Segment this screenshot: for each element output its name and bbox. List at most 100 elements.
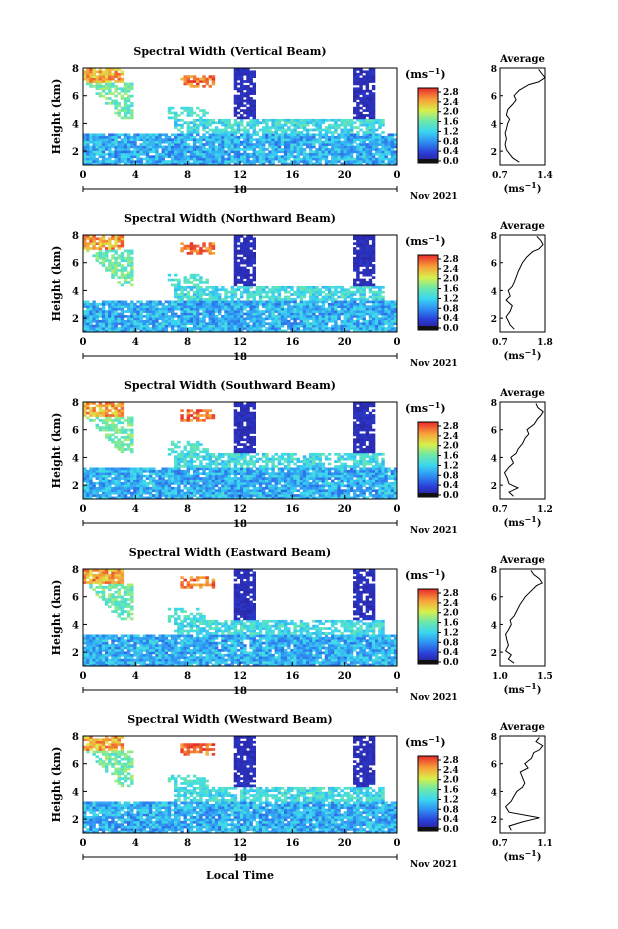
heatmap-cell	[277, 128, 282, 132]
heatmap-cell	[246, 288, 250, 292]
heatmap-cell	[189, 84, 194, 88]
heatmap-cell	[249, 75, 253, 78]
heatmap-cell	[227, 290, 231, 294]
heatmap-cell	[290, 322, 294, 326]
heatmap-cell	[271, 150, 275, 154]
heatmap-cell	[205, 322, 209, 326]
heatmap-cell	[108, 72, 112, 76]
heatmap-cell	[309, 135, 313, 139]
heatmap-cell	[293, 329, 297, 333]
heatmap-cell	[261, 155, 266, 159]
heatmap-cell	[114, 104, 118, 108]
heatmap-cell	[101, 474, 106, 478]
heatmap-cell	[246, 148, 250, 151]
heatmap-cell	[192, 298, 197, 301]
heatmap-cell	[362, 133, 366, 137]
heatmap-cell	[95, 404, 99, 408]
heatmap-cell	[356, 273, 360, 277]
heatmap-cell	[243, 237, 247, 241]
heatmap-cell	[283, 118, 288, 122]
heatmap-cell	[133, 319, 137, 323]
heatmap-cell	[246, 106, 250, 110]
heatmap-cell	[98, 418, 103, 422]
heatmap-cell	[117, 418, 121, 422]
colorbar-tick-label: 2.0	[443, 108, 459, 118]
heatmap-cell	[293, 307, 297, 311]
heatmap-cell	[126, 162, 131, 166]
heatmap-cell	[327, 160, 332, 163]
heatmap-cell	[120, 302, 125, 306]
heatmap-cell	[205, 312, 209, 316]
heatmap-cell	[315, 329, 319, 333]
heatmap-cell	[277, 293, 282, 296]
heatmap-cell	[252, 242, 256, 245]
heatmap-cell	[255, 155, 260, 159]
heatmap-cell	[108, 416, 112, 420]
colorbar-tick-label: 2.0	[443, 275, 459, 285]
heatmap-cell	[101, 138, 106, 142]
heatmap-cell	[180, 138, 184, 142]
heatmap-cell	[108, 77, 112, 81]
heatmap-cell	[224, 138, 228, 142]
heatmap-cell	[353, 148, 357, 151]
heatmap-cell	[356, 92, 360, 95]
heatmap-cell	[86, 80, 90, 83]
heatmap-cell	[211, 293, 216, 296]
heatmap-cell	[252, 298, 256, 301]
heatmap-cell	[186, 418, 191, 422]
heatmap-cell	[387, 302, 392, 306]
heatmap-cell	[155, 152, 159, 156]
heatmap-cell	[177, 300, 181, 304]
heatmap-cell	[189, 298, 194, 301]
heatmap-cell	[381, 302, 385, 306]
heatmap-cell	[158, 327, 162, 330]
heatmap-cell	[243, 251, 247, 255]
heatmap-cell	[368, 126, 373, 129]
heatmap-cell	[290, 138, 294, 142]
heatmap-cell	[189, 448, 194, 451]
heatmap-cell	[299, 118, 304, 122]
heatmap-cell	[296, 148, 300, 151]
heatmap-cell	[218, 452, 222, 456]
heatmap-cell	[123, 111, 128, 115]
heatmap-cell	[280, 155, 285, 159]
heatmap-cell	[359, 249, 363, 253]
heatmap-cell	[101, 72, 106, 76]
heatmap-cell	[111, 317, 115, 321]
heatmap-cell	[287, 290, 291, 294]
heatmap-cell	[312, 327, 316, 330]
heatmap-cell	[365, 305, 370, 309]
heatmap-cell	[224, 131, 228, 134]
heatmap-cell	[218, 496, 222, 500]
heatmap-cell	[205, 496, 209, 500]
heatmap-cell	[255, 315, 260, 318]
heatmap-cell	[340, 128, 344, 132]
heatmap-cell	[95, 254, 99, 258]
heatmap-cell	[375, 121, 379, 125]
heatmap-cell	[183, 143, 187, 146]
heatmap-cell	[346, 162, 351, 166]
heatmap-cell	[108, 133, 112, 137]
heatmap-cell	[362, 271, 366, 275]
heatmap-cell	[167, 140, 172, 144]
heatmap-cell	[114, 148, 118, 151]
heatmap-cell	[362, 109, 366, 112]
heatmap-cell	[337, 315, 341, 318]
heatmap-cell	[324, 126, 329, 129]
heatmap-cell	[233, 251, 238, 255]
heatmap-cell	[142, 302, 147, 306]
heatmap-cell	[271, 317, 275, 321]
heatmap-cell	[202, 469, 206, 473]
heatmap-cell	[83, 474, 87, 478]
heatmap-cell	[312, 162, 316, 166]
heatmap-cell	[148, 135, 153, 139]
heatmap-cell	[365, 84, 370, 88]
heatmap-cell	[331, 315, 335, 318]
heatmap-cell	[120, 329, 125, 333]
heatmap-cell	[126, 109, 131, 112]
heatmap-cell	[86, 138, 90, 142]
heatmap-cell	[230, 288, 235, 292]
heatmap-cell	[368, 288, 373, 292]
heatmap-cell	[255, 143, 260, 146]
heatmap-cell	[230, 302, 235, 306]
